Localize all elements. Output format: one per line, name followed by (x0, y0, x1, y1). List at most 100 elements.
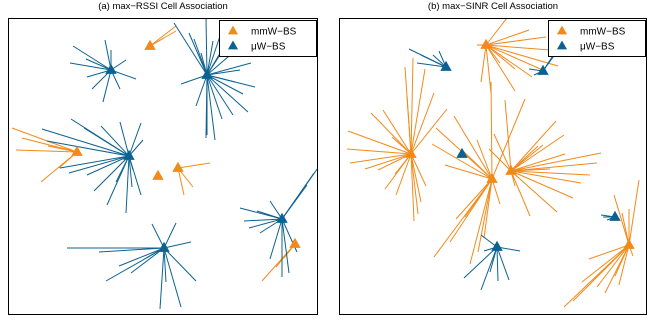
mmW-bs-marker-0 (144, 39, 156, 50)
mmW-link-bs3-u8 (510, 162, 598, 172)
uW-bs-marker-4 (158, 241, 170, 252)
uW-link-bs4-u8 (163, 247, 182, 308)
mmW-link-bs2-u10 (444, 164, 493, 180)
mmW-link-bs3-u10 (510, 170, 574, 199)
mmW-bs-marker-3 (505, 164, 517, 175)
mmW-bs-marker-0 (480, 38, 492, 49)
mmW-bs-marker-3 (152, 169, 164, 180)
mmW-link-bs0-u0 (149, 25, 177, 47)
uW-link-bs1-u2 (205, 18, 208, 76)
uW-link-bs4-u11 (163, 247, 197, 282)
mmW-link-bs2-u8 (490, 81, 493, 180)
mmW-link-bs3-u14 (510, 144, 544, 172)
mmW-link-bs3-u9 (510, 152, 602, 172)
uW-link-bs0-u1 (69, 62, 112, 71)
mmW-link-bs4-u8 (613, 194, 630, 246)
mmW-link-bs3-u11 (510, 170, 558, 213)
mmW-link-bs1-u2 (349, 153, 412, 164)
legend-label-mmW: mmW−BS (580, 27, 626, 38)
mmW-link-bs0-u5 (485, 44, 546, 72)
legend: mmW−BS μW−BS (548, 20, 646, 57)
legend-marker-uW (556, 40, 568, 50)
uW-link-bs2-u7 (93, 155, 130, 192)
mmW-link-bs3-u16 (488, 148, 512, 172)
mmW-link-bs0-u2 (149, 30, 177, 47)
uW-link-bs1-u19 (206, 74, 236, 83)
mmW-link-bs2-u0 (431, 143, 493, 180)
mmW-link-bs1-u7 (410, 153, 415, 222)
uW-link-bs0-u1 (416, 62, 447, 68)
mmW-link-bs1-u18 (410, 153, 422, 203)
mmW-link-bs3-u2 (510, 120, 557, 172)
uW-link-bs4-u3 (118, 247, 165, 267)
mmW-link-bs0-u2 (485, 36, 547, 46)
uW-link-bs0-u2 (85, 58, 112, 71)
legend-marker-mmW (556, 25, 568, 35)
uW-link-bs3-u7 (281, 218, 290, 274)
uW-link-bs1-u6 (206, 69, 241, 76)
mmW-link-bs3-u12 (510, 170, 531, 217)
mmW-link-bs0-u11 (485, 44, 492, 94)
uW-link-bs2-u13 (119, 121, 130, 157)
uW-link-bs4-u12 (151, 223, 165, 249)
mmW-link-bs1-u10 (410, 57, 414, 155)
uW-link-bs3-u11 (281, 172, 315, 220)
mmW-link-bs2-u5 (477, 178, 493, 253)
uW-link-bs1-u9 (206, 74, 249, 113)
uW-link-bs1-u7 (206, 62, 252, 76)
legend-marker-uW (227, 40, 239, 50)
uW-bs-marker-3 (276, 212, 288, 223)
uW-bs-marker-1 (201, 68, 213, 79)
mmW-link-bs2-u12 (476, 139, 493, 180)
uW-bs-marker-0 (440, 60, 452, 71)
uW-link-bs4-u5 (496, 246, 499, 282)
mmW-link-bs2-u3 (455, 178, 493, 220)
mmW-link-bs0-u6 (485, 44, 533, 78)
mmW-link-bs0-u0 (485, 18, 508, 46)
uW-bs-marker-1 (537, 64, 549, 75)
uW-link-bs2-u0 (41, 128, 130, 157)
legend-label-uW: μW−BS (251, 42, 286, 53)
uW-link-bs3-u12 (269, 200, 283, 220)
mmW-link-bs2-u6 (483, 178, 493, 239)
mmW-bs-marker-1 (71, 145, 83, 156)
mmW-bs-marker-4 (289, 237, 301, 248)
uW-link-bs4-u1 (98, 247, 165, 253)
uW-link-bs4-u1 (480, 246, 498, 291)
uW-link-bs2-u5 (68, 155, 130, 174)
uW-link-bs2-u6 (86, 155, 130, 176)
mmW-link-bs0-u4 (485, 44, 559, 67)
mmW-link-bs3-u6 (510, 170, 582, 184)
uW-link-bs0-u9 (104, 39, 112, 71)
mmW-link-bs1-u6 (395, 153, 412, 196)
uW-link-bs2-u1 (46, 140, 130, 157)
uW-link-bs1-u14 (195, 74, 208, 107)
uW-link-bs0-u5 (102, 69, 112, 103)
mmW-link-bs1-u15 (370, 112, 412, 155)
panel-a-plot: mmW−BS μW−BS (8, 18, 318, 315)
mmW-link-bs4-u2 (581, 244, 630, 283)
mmW-link-bs1-u0 (11, 127, 78, 153)
uW-link-bs1-u20 (206, 74, 244, 95)
uW-link-bs4-u7 (163, 247, 167, 283)
panel-b-plot: mmW−BS μW−BS (339, 18, 647, 315)
mmW-link-bs2-u0 (177, 162, 211, 169)
panel-b-title: (b) max−SINR Cell Association (427, 1, 559, 12)
uW-link-bs3-u3 (256, 210, 283, 220)
mmW-link-bs0-u7 (485, 44, 516, 70)
legend: mmW−BS μW−BS (219, 20, 317, 57)
mmW-bs-marker-2 (486, 172, 498, 183)
mmW-bs-marker-4 (623, 238, 635, 249)
mmW-link-bs4-u7 (628, 179, 640, 246)
legend-box (548, 20, 646, 57)
mmW-link-bs1-u5 (47, 145, 78, 153)
uW-bs-marker-0 (105, 63, 117, 74)
uW-link-bs4-u0 (463, 246, 498, 279)
mmW-link-bs3-u3 (510, 134, 565, 172)
legend-label-uW: μW−BS (580, 42, 615, 53)
mmW-link-bs2-u2 (177, 167, 185, 196)
mmW-link-bs4-u12 (604, 244, 630, 294)
plot-frame (8, 18, 318, 315)
mmW-bs-marker-1 (405, 147, 417, 158)
uW-link-bs1-u11 (206, 74, 223, 120)
